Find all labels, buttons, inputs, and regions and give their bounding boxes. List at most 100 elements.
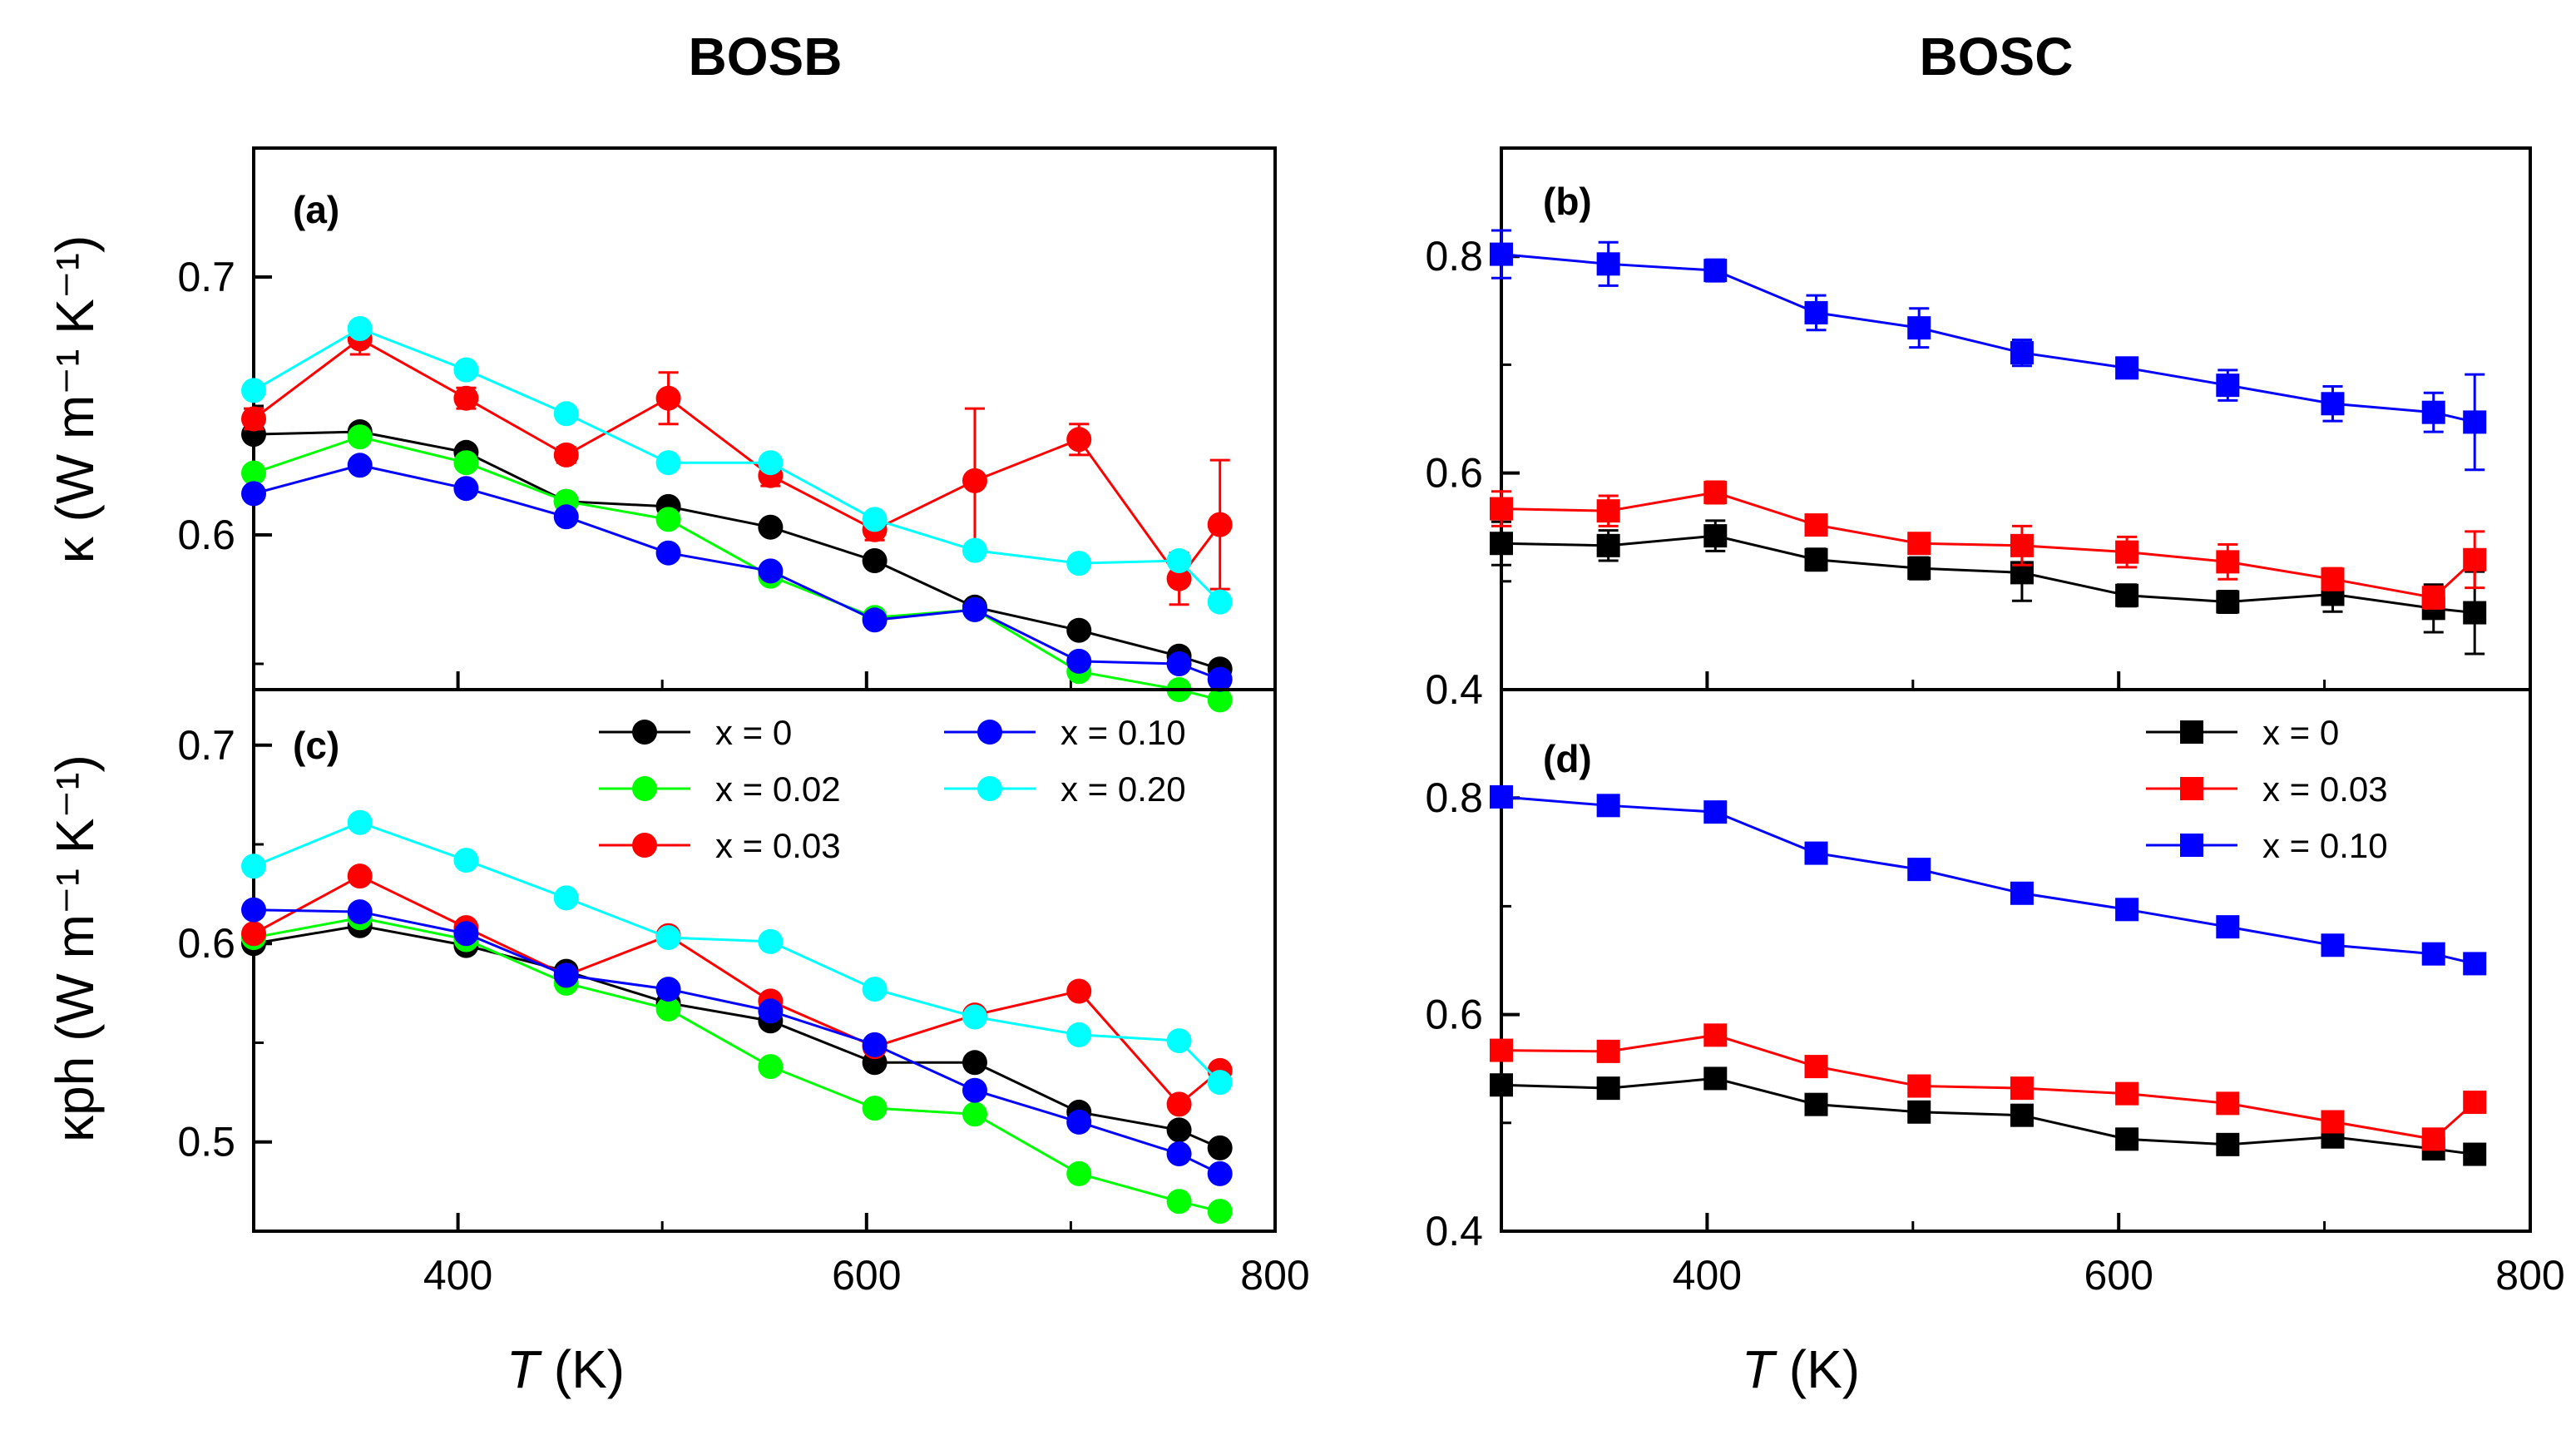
panel-label-c: (c)	[293, 724, 339, 767]
data-point	[862, 607, 888, 633]
data-point	[758, 558, 784, 584]
data-point	[2321, 933, 2345, 957]
data-point	[347, 424, 373, 450]
data-point	[347, 863, 373, 889]
data-point	[241, 854, 266, 879]
panel-label-a: (a)	[293, 188, 339, 231]
data-point	[2010, 341, 2034, 365]
data-point	[453, 385, 479, 411]
data-point	[347, 809, 373, 835]
panel-b: 0.4 0.6 0.8 (b)	[1425, 146, 2532, 713]
data-point	[1490, 1073, 1513, 1097]
data-point	[2216, 1132, 2240, 1156]
data-point	[1207, 666, 1233, 692]
data-point	[1490, 1038, 1513, 1062]
data-point	[1490, 784, 1513, 809]
data-point	[1207, 1070, 1233, 1096]
data-point	[1066, 648, 1092, 674]
panel-label-d: (d)	[1543, 737, 1592, 780]
data-point	[1703, 800, 1728, 824]
data-point	[1596, 499, 1620, 523]
data-point	[962, 596, 987, 622]
legend-marker	[632, 833, 657, 858]
data-point	[758, 450, 784, 476]
y-tick-label: 0.6	[177, 512, 235, 558]
data-point	[453, 848, 479, 873]
legend-label: x = 0	[715, 713, 792, 752]
data-point	[655, 977, 681, 1002]
data-point	[241, 897, 266, 923]
axes-frame	[252, 688, 1277, 1233]
data-point	[553, 885, 579, 911]
data-point	[1207, 1135, 1233, 1160]
data-point	[1166, 1117, 1192, 1143]
data-point	[2010, 1076, 2034, 1101]
axes-frame	[1500, 146, 2532, 691]
data-point	[2421, 400, 2445, 424]
series	[1490, 1023, 2487, 1151]
data-point	[2321, 392, 2345, 416]
legend-marker	[2180, 720, 2203, 744]
legend-marker	[2180, 777, 2203, 800]
data-point	[453, 450, 479, 476]
data-point	[453, 921, 479, 947]
data-point	[2463, 952, 2487, 976]
data-point	[1207, 512, 1233, 537]
legend-marker	[632, 776, 657, 801]
data-point	[655, 450, 681, 476]
data-point	[1207, 589, 1233, 615]
column-title-bosc: BOSC	[1920, 27, 2074, 87]
data-point	[1596, 533, 1620, 557]
data-point	[2463, 410, 2487, 434]
data-point	[1207, 1160, 1233, 1186]
data-point	[1166, 1091, 1192, 1117]
series	[1490, 480, 2487, 610]
data-point	[241, 921, 266, 947]
data-point	[2463, 1091, 2487, 1115]
y-tick-label: 0.4	[1425, 1208, 1483, 1254]
data-point	[1804, 1092, 1828, 1116]
data-point	[1907, 1100, 1931, 1124]
data-point	[862, 507, 888, 532]
data-point	[1703, 259, 1728, 283]
data-point	[962, 1004, 987, 1030]
series	[241, 809, 1233, 1096]
data-point	[2463, 547, 2487, 572]
data-point	[2216, 374, 2240, 398]
data-point	[1804, 513, 1828, 537]
x-tick-label: 400	[423, 1252, 492, 1299]
data-point	[2010, 533, 2034, 557]
data-point	[1490, 497, 1513, 521]
y-tick-label: 0.5	[177, 1119, 235, 1165]
data-point	[347, 316, 373, 341]
data-point	[962, 537, 987, 563]
legend-label: x = 0.03	[715, 826, 841, 865]
data-point	[2115, 898, 2139, 922]
data-point	[2216, 1091, 2240, 1116]
data-point	[2115, 356, 2139, 380]
data-point	[1166, 1141, 1192, 1166]
data-point	[553, 401, 579, 427]
data-point	[1066, 427, 1092, 453]
data-point	[962, 1050, 987, 1076]
legend-item: x = 0.20	[944, 769, 1186, 809]
data-point	[1596, 1076, 1620, 1101]
data-point	[1066, 1109, 1092, 1135]
series	[241, 897, 1233, 1186]
data-point	[1166, 1189, 1192, 1215]
series	[1490, 229, 2487, 472]
data-point	[2010, 1103, 2034, 1127]
legend-label: x = 0.10	[2262, 826, 2388, 865]
data-point	[862, 977, 888, 1002]
legend-label: x = 0.02	[715, 769, 841, 809]
data-point	[1166, 651, 1192, 676]
plot-area: 0.6 0.7 (a) 0.4 0.6 0.8 (b) 0.5 0.6 0.7 400 600 800 (…	[177, 146, 2565, 1299]
legend-marker	[977, 720, 1002, 745]
data-point	[1166, 1028, 1192, 1054]
x-tick-label: 400	[1673, 1252, 1742, 1299]
data-point	[553, 504, 579, 530]
x-tick-label: 600	[2084, 1252, 2153, 1299]
data-point	[2463, 1142, 2487, 1166]
data-point	[241, 378, 266, 403]
data-point	[1066, 978, 1092, 1004]
